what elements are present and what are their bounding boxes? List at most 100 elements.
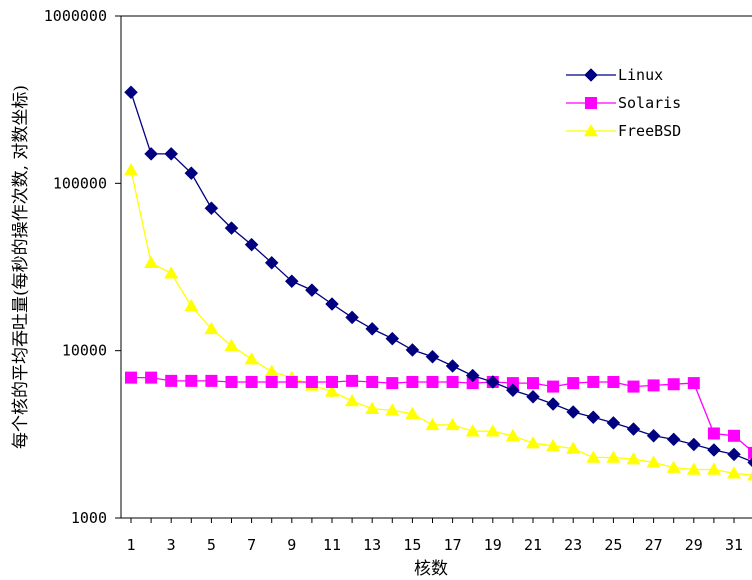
freebsd-series-line (130, 169, 752, 476)
linux-point (566, 405, 581, 419)
solaris-point (667, 378, 680, 391)
x-tick-label: 25 (604, 536, 622, 554)
x-tick-label: 17 (444, 536, 462, 554)
linux-point (204, 201, 219, 216)
linux-point (747, 457, 752, 468)
y-tick-label: 1000 (71, 509, 107, 527)
freebsd-point (365, 401, 380, 414)
x-tick-label: 3 (167, 536, 176, 554)
freebsd-point (445, 417, 460, 431)
axes (120, 15, 752, 519)
freebsd-point (184, 298, 199, 312)
linux-point (264, 255, 279, 270)
solaris-point (265, 375, 278, 388)
x-tick-label: 13 (363, 536, 381, 554)
linux-point (445, 359, 460, 373)
solaris-point (366, 375, 379, 388)
freebsd-point (405, 406, 420, 419)
legend-marker-freebsd (584, 124, 598, 137)
solaris-point (125, 371, 137, 384)
linux-point (646, 428, 661, 443)
y-ticks: 1000 10000 100000 1000000 (44, 7, 121, 527)
solaris-point (647, 379, 660, 392)
legend: Linux Solaris FreeBSD (566, 66, 681, 140)
solaris-point (748, 446, 752, 459)
solaris-point (446, 375, 459, 388)
x-tick-label: 29 (685, 536, 703, 554)
legend-marker-linux (584, 68, 598, 82)
linux-point (144, 147, 158, 161)
freebsd-point (144, 255, 159, 269)
solaris-point (145, 371, 158, 384)
solaris-point (225, 375, 238, 388)
freebsd-point (606, 450, 621, 463)
linux-point (124, 85, 138, 100)
linux-series-line (130, 92, 752, 463)
x-axis-title: 核数 (414, 559, 448, 579)
freebsd-point (124, 163, 138, 176)
solaris-point (627, 380, 640, 393)
solaris-point (386, 377, 399, 390)
linux-point (707, 443, 721, 457)
solaris-point (607, 375, 620, 388)
y-tick-label: 10000 (62, 342, 107, 360)
x-tick-label: 11 (323, 536, 341, 554)
freebsd-point (727, 466, 741, 479)
linux-point (164, 147, 179, 161)
freebsd-point (566, 441, 581, 454)
y-axis-title: 每个核的平均吞吐量(每秒的操作次数, 对数坐标) (11, 85, 31, 449)
x-tick-label: 31 (725, 536, 743, 554)
linux-point (606, 416, 621, 430)
freebsd-point (686, 462, 701, 475)
solaris-point (567, 377, 580, 390)
solaris-point (406, 375, 419, 388)
freebsd-point (505, 428, 520, 442)
freebsd-point (666, 460, 681, 473)
freebsd-point (546, 438, 561, 452)
linux-point (526, 389, 540, 404)
freebsd-point (626, 452, 641, 465)
linux-point (345, 310, 359, 325)
x-ticks: 1 3 5 7 9 11 13 15 17 19 21 23 25 27 29 31 (126, 518, 743, 554)
linux-point (727, 447, 741, 462)
freebsd-point (586, 450, 601, 463)
freebsd-point (264, 364, 279, 377)
x-tick-label: 5 (207, 536, 216, 554)
linux-point (506, 383, 520, 398)
linux-point (546, 397, 560, 411)
solaris-point (728, 429, 740, 442)
solaris-point (285, 375, 298, 388)
freebsd-point (485, 424, 500, 437)
solaris-point (165, 374, 178, 387)
linux-point (686, 437, 701, 452)
linux-point (586, 410, 601, 425)
solaris-point (346, 374, 359, 387)
linux-point (425, 349, 440, 364)
solaris-point (707, 427, 720, 440)
solaris-point (305, 375, 318, 388)
solaris-point (426, 375, 439, 388)
x-tick-label: 1 (126, 536, 135, 554)
freebsd-point (164, 266, 179, 279)
linux-point (224, 221, 239, 235)
freebsd-point (224, 338, 239, 351)
series-layer (124, 85, 752, 481)
x-tick-label: 15 (403, 536, 421, 554)
freebsd-point (465, 424, 480, 437)
linux-point (485, 375, 500, 389)
solaris-point (326, 375, 338, 388)
linux-point (385, 331, 400, 346)
y-tick-label: 1000000 (44, 7, 107, 25)
freebsd-point (325, 384, 339, 397)
x-tick-label: 21 (524, 536, 542, 554)
linux-point (244, 237, 259, 252)
solaris-point (466, 377, 479, 390)
solaris-point (245, 375, 258, 388)
solaris-point (506, 377, 519, 390)
freebsd-point (747, 471, 752, 481)
linux-point (365, 322, 380, 336)
freebsd-point (526, 436, 540, 449)
y-tick-label: 100000 (53, 174, 107, 192)
solaris-point (687, 377, 700, 390)
